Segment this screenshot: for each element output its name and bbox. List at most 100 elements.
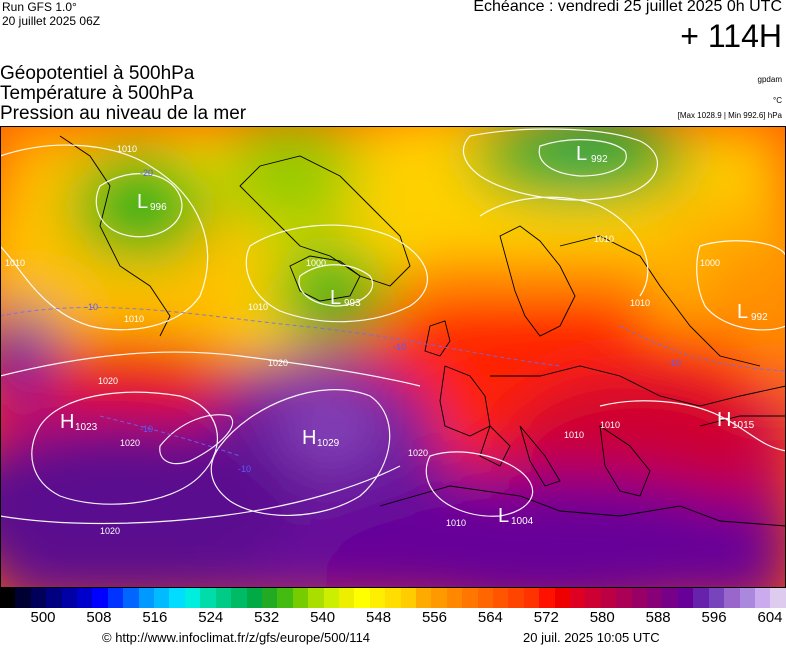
generated-timestamp: 20 juil. 2025 10:05 UTC: [523, 630, 660, 645]
color-scale-swatch: [631, 588, 648, 608]
temperature-label: -10: [668, 358, 681, 368]
color-scale-swatch: [385, 588, 401, 608]
color-scale-swatch: [523, 588, 540, 608]
temperature-label: -10: [140, 424, 153, 434]
color-scale-swatch: [46, 588, 62, 608]
color-scale-swatch: [739, 588, 755, 608]
color-scale-swatch: [754, 588, 771, 608]
title-pressure: Pression au niveau de la mer: [0, 103, 247, 124]
isobar-label: 1010: [117, 144, 137, 154]
color-scale-swatch: [77, 588, 93, 608]
color-scale-swatch: [338, 588, 355, 608]
color-scale-swatch: [292, 588, 309, 608]
color-scale-tick: 548: [366, 609, 392, 626]
color-scale-tick: 604: [757, 609, 783, 626]
low-label-4: L: [737, 301, 748, 323]
color-scale-swatch: [616, 588, 632, 608]
unit-gpdam: gpdam: [757, 75, 782, 84]
color-scale-swatch: [508, 588, 524, 608]
color-scale-swatch: [354, 588, 370, 608]
color-scale-swatch: [61, 588, 78, 608]
temperature-label: -20: [140, 168, 153, 178]
color-scale-tick: 596: [701, 609, 727, 626]
color-scale-swatch: [30, 588, 47, 608]
color-scale-swatch: [462, 588, 478, 608]
forecast-map: L 996 L 992 L 993 L 992 H 1023 H 1029 L …: [0, 126, 786, 588]
isobar-label: 1010: [630, 298, 650, 308]
color-scale-ticks: 500 508 516 524 532 540 548 556 564 572 580 588 596 6…: [0, 609, 786, 627]
run-label: Run GFS 1.0°: [2, 0, 77, 14]
color-scale-swatch: [662, 588, 678, 608]
color-scale-tick: 580: [589, 609, 615, 626]
color-scale-swatch: [600, 588, 617, 608]
isobar-label: 1020: [120, 438, 140, 448]
color-scale-swatch: [15, 588, 31, 608]
color-scale-swatch: [184, 588, 201, 608]
low-label-1: L: [137, 191, 148, 213]
color-scale-swatch: [154, 588, 170, 608]
color-scale-swatch: [585, 588, 601, 608]
color-scale-swatch: [277, 588, 293, 608]
color-scale-tick: 556: [421, 609, 447, 626]
low-label-5: L: [498, 505, 509, 527]
color-scale-swatch: [493, 588, 509, 608]
echeance-label: Echéance : vendredi 25 juillet 2025 0h U…: [473, 0, 782, 15]
run-date: 20 juillet 2025 06Z: [2, 14, 101, 28]
isobar-label: 1020: [98, 376, 118, 386]
high-value-2: 1029: [317, 438, 340, 449]
unit-celsius: °C: [773, 96, 782, 105]
color-scale-swatch: [323, 588, 339, 608]
color-scale-tick: 540: [310, 609, 336, 626]
color-scale-tick: 532: [254, 609, 280, 626]
isobar-label: 1000: [306, 258, 326, 268]
color-scale-swatch: [308, 588, 324, 608]
high-label-3: H: [717, 409, 731, 431]
color-scale-swatch: [693, 588, 709, 608]
color-scale-swatch: [231, 588, 247, 608]
temperature-label: -10: [393, 342, 406, 352]
high-label-1: H: [60, 411, 74, 433]
color-scale-tick: 524: [198, 609, 224, 626]
color-scale-tick: 564: [477, 609, 503, 626]
color-scale-swatch: [539, 588, 555, 608]
isobar-label: 1020: [408, 448, 428, 458]
color-scale-swatch: [647, 588, 663, 608]
temperature-label: -10: [238, 464, 251, 474]
color-scale-swatch: [724, 588, 740, 608]
low-value-5: 1004: [511, 516, 534, 527]
color-scale-swatch: [261, 588, 278, 608]
isobar-label: 1020: [100, 526, 120, 536]
color-scale-swatch: [431, 588, 447, 608]
color-scale-swatch: [246, 588, 262, 608]
isobar-label: 1010: [594, 234, 614, 244]
isobar-label: 1010: [124, 314, 144, 324]
color-scale-swatch: [677, 588, 694, 608]
source-url: © http://www.infoclimat.fr/z/gfs/europe/…: [102, 630, 371, 645]
forecast-hour: + 114H: [680, 18, 782, 54]
title-geopotential: Géopotentiel à 500hPa: [0, 63, 195, 84]
color-scale-tick: 500: [30, 609, 56, 626]
color-scale-swatch: [477, 588, 493, 608]
low-value-2: 992: [591, 154, 608, 165]
color-scale-swatch: [554, 588, 571, 608]
color-scale-tick: 572: [533, 609, 559, 626]
low-value-3: 993: [344, 298, 361, 309]
isobar-label: 1010: [5, 258, 25, 268]
low-value-4: 992: [751, 312, 768, 323]
high-label-2: H: [302, 427, 316, 449]
high-value-1: 1023: [75, 422, 98, 433]
isobar-label: 1010: [248, 302, 268, 312]
color-scale-swatch: [369, 588, 386, 608]
color-scale-swatch: [200, 588, 216, 608]
color-scale-swatch: [92, 588, 108, 608]
high-value-3: 1015: [732, 420, 755, 431]
color-scale-swatch: [446, 588, 463, 608]
color-scale-swatch: [708, 588, 725, 608]
color-scale-swatch: [123, 588, 139, 608]
color-scale-swatch: [570, 588, 586, 608]
color-scale-swatch: [400, 588, 416, 608]
color-scale: [0, 588, 786, 608]
color-scale-swatch: [0, 588, 16, 608]
isobar-label: 1000: [700, 258, 720, 268]
color-scale-tick: 588: [645, 609, 671, 626]
